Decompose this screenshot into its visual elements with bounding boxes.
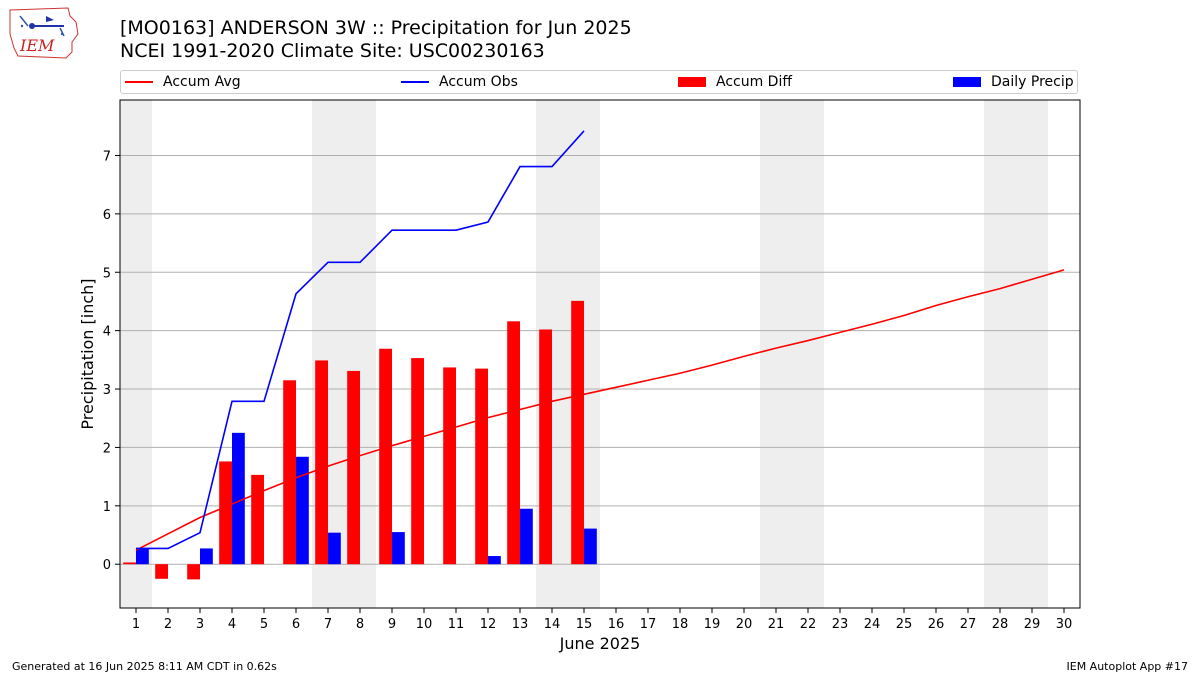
legend-item-daily-precip: Daily Precip: [953, 74, 1074, 90]
x-tick-label-29: 29: [1024, 617, 1041, 632]
bar-daily-precip-day-15: [584, 528, 597, 565]
legend-swatch-daily-precip: [953, 77, 981, 87]
bar-accum-diff-day-14: [539, 329, 552, 565]
bar-daily-precip-day-4: [232, 432, 245, 565]
bar-accum-diff-day-1: [123, 562, 136, 565]
iem-logo: IEM: [9, 7, 79, 59]
x-tick-label-1: 1: [132, 617, 140, 632]
line-accum-obs: [136, 130, 585, 550]
bar-daily-precip-day-7: [328, 532, 341, 565]
series-lines: [135, 130, 1065, 551]
x-tick-label-25: 25: [896, 617, 913, 632]
y-tick-label-2: 2: [103, 441, 111, 456]
y-tick-label-3: 3: [103, 383, 111, 398]
iem-logo-text: IEM: [19, 36, 55, 55]
chart-subtitle: NCEI 1991-2020 Climate Site: USC00230163: [120, 40, 545, 62]
bar-daily-precip-day-1: [136, 548, 149, 565]
x-tick-label-27: 27: [960, 617, 977, 632]
weekend-shade-day-1: [120, 100, 152, 608]
x-tick-label-18: 18: [672, 617, 689, 632]
x-tick-label-17: 17: [640, 617, 657, 632]
legend-item-accum-diff: Accum Diff: [678, 74, 792, 90]
bars: [123, 300, 597, 580]
x-tick-label-7: 7: [324, 617, 332, 632]
plot-frame: [119, 99, 1081, 609]
x-tick-label-19: 19: [704, 617, 721, 632]
x-tick-label-23: 23: [832, 617, 849, 632]
legend-label-daily-precip: Daily Precip: [991, 74, 1074, 90]
x-tick-label-24: 24: [864, 617, 881, 632]
x-tick-label-4: 4: [228, 617, 236, 632]
x-tick-label-22: 22: [800, 617, 817, 632]
bar-daily-precip-day-6: [296, 456, 309, 565]
legend-label-accum-avg: Accum Avg: [163, 74, 241, 90]
x-tick-label-12: 12: [480, 617, 497, 632]
bar-accum-diff-day-6: [283, 380, 296, 565]
x-tick-label-14: 14: [544, 617, 561, 632]
x-tick-label-8: 8: [356, 617, 364, 632]
legend-label-accum-obs: Accum Obs: [439, 74, 518, 90]
bar-accum-diff-day-3: [187, 564, 200, 580]
legend-swatch-accum-diff: [678, 77, 706, 87]
weekend-shade-day-28: [984, 100, 1016, 608]
x-tick-label-26: 26: [928, 617, 945, 632]
weekend-shade-day-21: [760, 100, 792, 608]
chart-title: [MO0163] ANDERSON 3W :: Precipitation fo…: [120, 17, 632, 39]
footer-app-text: IEM Autoplot App #17: [1066, 660, 1189, 673]
x-tick-label-11: 11: [448, 617, 465, 632]
bar-daily-precip-day-12: [488, 556, 501, 565]
bar-accum-diff-day-8: [347, 370, 360, 565]
weekend-shade-day-29: [1016, 100, 1048, 608]
x-tick-label-5: 5: [260, 617, 268, 632]
bar-accum-diff-day-12: [475, 368, 488, 565]
footer-generated-text: Generated at 16 Jun 2025 8:11 AM CDT in …: [12, 660, 277, 673]
y-tick-label-5: 5: [103, 266, 111, 281]
y-axis-label: Precipitation [inch]: [78, 278, 97, 429]
x-tick-label-13: 13: [512, 617, 529, 632]
bar-accum-diff-day-11: [443, 367, 456, 565]
bar-accum-diff-day-9: [379, 348, 392, 565]
y-tick-label-0: 0: [103, 558, 111, 573]
x-tick-label-21: 21: [768, 617, 785, 632]
bar-accum-diff-day-2: [155, 564, 168, 579]
x-tick-label-15: 15: [576, 617, 593, 632]
bar-daily-precip-day-9: [392, 532, 405, 565]
bar-daily-precip-day-3: [200, 548, 213, 565]
y-tick-label-4: 4: [103, 325, 111, 340]
x-tick-label-9: 9: [388, 617, 396, 632]
bar-accum-diff-day-15: [571, 300, 584, 565]
x-tick-label-20: 20: [736, 617, 753, 632]
bar-accum-diff-day-13: [507, 321, 520, 565]
x-tick-label-3: 3: [196, 617, 204, 632]
x-tick-label-30: 30: [1056, 617, 1073, 632]
legend-swatch-accum-obs: [401, 81, 429, 83]
grid-lines: [120, 154, 1080, 565]
y-tick-label-6: 6: [103, 208, 111, 223]
chart-legend: Accum Avg Accum Obs Accum Diff Daily Pre…: [120, 70, 1078, 94]
legend-item-accum-obs: Accum Obs: [401, 74, 518, 90]
bar-accum-diff-day-5: [251, 474, 264, 565]
bar-accum-diff-day-4: [219, 461, 232, 565]
y-tick-label-1: 1: [103, 500, 111, 515]
x-tick-label-28: 28: [992, 617, 1009, 632]
bar-daily-precip-day-13: [520, 508, 533, 565]
x-tick-label-2: 2: [164, 617, 172, 632]
x-tick-label-16: 16: [608, 617, 625, 632]
bar-accum-diff-day-7: [315, 360, 328, 565]
bar-accum-diff-day-10: [411, 358, 424, 565]
y-tick-label-7: 7: [103, 149, 111, 164]
x-axis-label: June 2025: [559, 634, 641, 653]
legend-label-accum-diff: Accum Diff: [716, 74, 793, 90]
axis-ticks: 1 2 3 4 5 6 7 8 9 10 11 12 13 14 15 16 17 18 19 20 21 22 23 24 2…: [103, 149, 1073, 632]
legend-swatch-accum-avg: [125, 81, 153, 83]
line-accum-avg: [135, 269, 1065, 551]
legend-item-accum-avg: Accum Avg: [125, 74, 241, 90]
weekend-shade-day-22: [792, 100, 824, 608]
x-tick-label-6: 6: [292, 617, 300, 632]
x-tick-label-10: 10: [416, 617, 433, 632]
